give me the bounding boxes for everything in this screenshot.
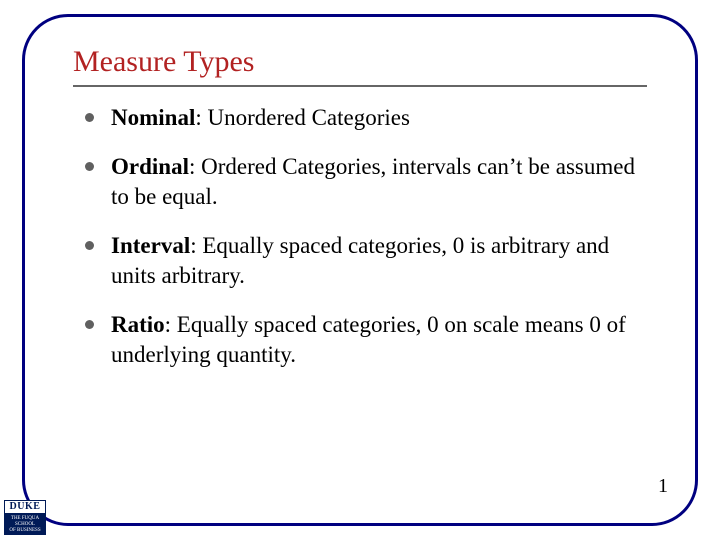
term-desc: : Ordered Categories, intervals can’t be… xyxy=(111,154,635,208)
term: Ratio xyxy=(111,312,165,337)
page-number: 1 xyxy=(658,475,668,498)
term-desc: : Equally spaced categories, 0 on scale … xyxy=(111,312,626,366)
logo-bottom-text: THE FUQUA SCHOOL OF BUSINESS xyxy=(4,514,46,535)
list-item: Interval: Equally spaced categories, 0 i… xyxy=(81,231,651,290)
term-desc: : Unordered Categories xyxy=(195,105,410,130)
title-underline xyxy=(73,85,647,87)
list-item: Ordinal: Ordered Categories, intervals c… xyxy=(81,152,651,211)
term: Ordinal xyxy=(111,154,189,179)
slide-title: Measure Types xyxy=(73,45,651,79)
term: Interval xyxy=(111,233,190,258)
list-item: Nominal: Unordered Categories xyxy=(81,103,651,132)
duke-logo: DUKE THE FUQUA SCHOOL OF BUSINESS xyxy=(4,500,46,536)
logo-top-text: DUKE xyxy=(4,500,46,514)
logo-line: OF BUSINESS xyxy=(4,528,46,534)
slide-frame: Measure Types Nominal: Unordered Categor… xyxy=(22,14,698,526)
bullet-list: Nominal: Unordered Categories Ordinal: O… xyxy=(69,103,651,369)
term: Nominal xyxy=(111,105,195,130)
list-item: Ratio: Equally spaced categories, 0 on s… xyxy=(81,310,651,369)
